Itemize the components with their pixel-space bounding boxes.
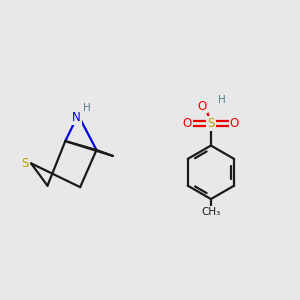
Text: H: H (83, 103, 91, 113)
Text: O: O (230, 117, 239, 130)
Text: CH₃: CH₃ (201, 207, 220, 217)
Text: N: N (72, 111, 81, 124)
Text: H: H (218, 95, 226, 105)
Text: O: O (197, 100, 207, 112)
Text: S: S (207, 117, 214, 130)
Text: S: S (22, 157, 29, 170)
Text: O: O (183, 117, 192, 130)
